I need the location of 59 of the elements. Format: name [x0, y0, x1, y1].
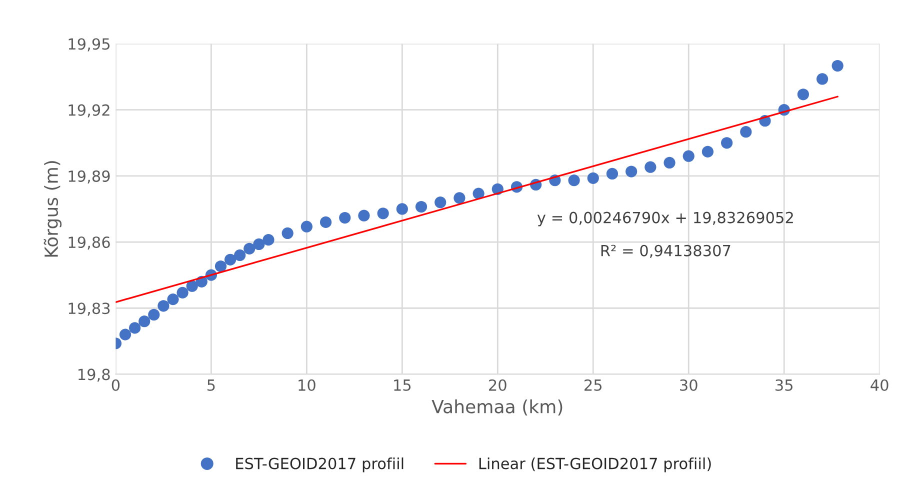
point [176, 286, 188, 299]
point [320, 216, 332, 228]
x-tick-label: 25 [584, 379, 602, 391]
x-tick-label: 35 [776, 379, 792, 391]
point [606, 168, 618, 180]
point [214, 260, 227, 272]
point [816, 73, 828, 85]
point [253, 238, 265, 250]
point [129, 322, 141, 334]
point [358, 210, 370, 222]
point [119, 328, 132, 340]
x-tick-label: 15 [394, 380, 411, 391]
legend-label: EST-GEOID2017 profiil [236, 457, 404, 472]
point [568, 174, 580, 186]
x-tick-label: 0 [112, 379, 120, 391]
x-axis-title: Vahemaa (km) [432, 399, 562, 416]
x-tick-label: 30 [680, 379, 698, 391]
point [587, 172, 599, 184]
point [167, 294, 179, 306]
annotation: R² = 0,94138307 [601, 244, 730, 258]
y-tick-label: 19,86 [68, 236, 110, 250]
point [721, 137, 733, 149]
point [415, 200, 428, 213]
point [300, 220, 312, 232]
point [472, 188, 484, 200]
point [702, 146, 714, 158]
x-tick-label: 10 [298, 379, 316, 391]
point [740, 126, 752, 138]
point [244, 242, 256, 254]
y-tick-label: 19,95 [68, 38, 110, 52]
y-tick-label: 19,89 [68, 170, 110, 184]
point [797, 88, 810, 100]
point [138, 316, 150, 328]
point [158, 300, 170, 312]
legend-label: Linear (EST-GEOID2017 profiil) [479, 457, 711, 472]
annotation: y = 0,00246790x + 19,83269052 [537, 212, 793, 226]
y-tick-label: 19,8 [78, 368, 110, 382]
point [434, 196, 446, 208]
point [626, 166, 638, 178]
point [186, 280, 198, 292]
point [396, 203, 408, 215]
point [682, 150, 694, 162]
point [262, 234, 274, 246]
point [664, 156, 676, 169]
point [644, 161, 656, 173]
point [339, 212, 351, 224]
x-tick-label: 5 [208, 380, 215, 391]
point [234, 249, 246, 262]
point [377, 208, 389, 220]
point [224, 254, 236, 266]
point [282, 227, 294, 240]
point [454, 192, 466, 204]
point [832, 60, 844, 72]
x-tick-label: 20 [489, 379, 506, 391]
x-tick-label: 40 [870, 379, 888, 391]
y-tick-label: 19,83 [68, 302, 110, 316]
y-axis-title: Kõrgus (m) [44, 161, 62, 257]
y-tick-label: 19,92 [68, 104, 110, 118]
point [148, 308, 160, 321]
